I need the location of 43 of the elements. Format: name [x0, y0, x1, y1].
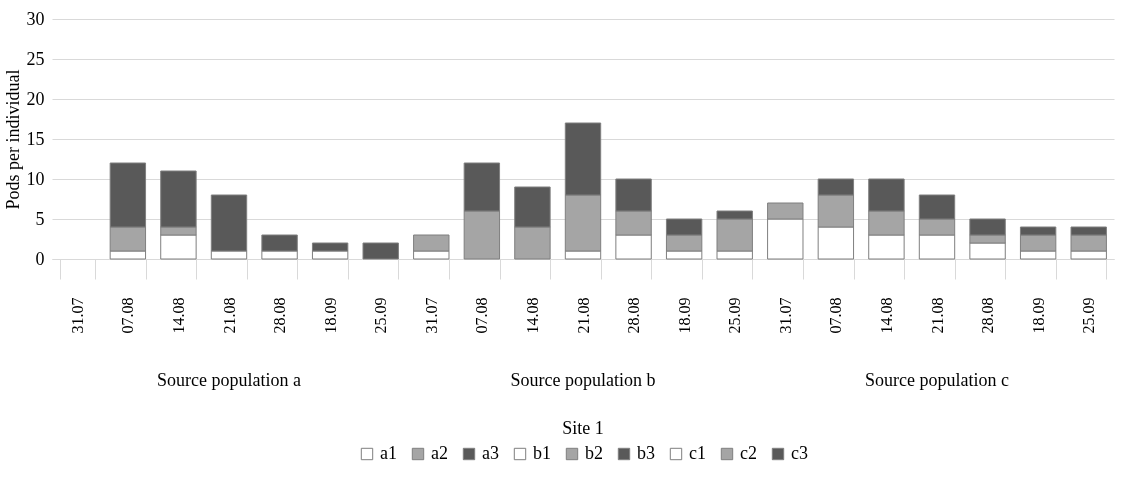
legend-label: b1	[533, 443, 551, 463]
x-tick-label: 31.07	[68, 297, 86, 334]
x-tick-label: 28.08	[271, 297, 289, 334]
x-tick-label: 28.08	[979, 297, 997, 334]
legend-label: a3	[482, 443, 499, 463]
x-tick-label: 07.08	[473, 297, 491, 334]
bar	[362, 242, 399, 260]
x-tick-label: 18.09	[675, 297, 693, 334]
x-tick-label: 07.08	[827, 297, 845, 334]
x-tick-label: 31.07	[776, 297, 794, 334]
x-tick-label: 07.08	[119, 297, 137, 334]
x-tick-label: 28.08	[625, 297, 643, 334]
y-tick-label: 0	[35, 248, 45, 269]
legend-label: a2	[431, 443, 448, 463]
x-tick-label: 14.08	[169, 297, 187, 334]
legend-label: c2	[740, 443, 757, 463]
y-tick-label: 30	[26, 8, 45, 29]
x-tick-label: 25.09	[1080, 297, 1098, 334]
x-tick-label: 25.09	[726, 297, 744, 334]
x-tick-label: 14.08	[877, 297, 895, 334]
x-tick-label: 21.08	[220, 297, 238, 334]
legend-label: b2	[585, 443, 603, 463]
y-tick-label: 10	[26, 168, 45, 189]
y-tick-label: 25	[26, 48, 45, 69]
x-tick-label: 18.09	[1029, 297, 1047, 334]
legend-label: a1	[380, 443, 397, 463]
x-tick-label: 18.09	[321, 297, 339, 334]
x-tick-label: 25.09	[372, 297, 390, 334]
y-tick-label: 20	[26, 88, 45, 109]
legend-label: b3	[637, 443, 655, 463]
source-note: Source population a	[157, 370, 301, 390]
x-tick-label: 14.08	[523, 297, 541, 334]
text: Site 1	[562, 418, 604, 438]
source-note: Source population b	[510, 370, 656, 390]
x-tick-label: 31.07	[422, 297, 440, 334]
y-tick-label: 5	[35, 208, 45, 229]
legend-label: c1	[689, 443, 706, 463]
source-note: Source population c	[865, 370, 1009, 390]
y-axis-title: Pods per individual	[2, 69, 23, 210]
x-tick-label: 21.08	[928, 297, 946, 334]
legend-label: c3	[791, 443, 808, 463]
y-tick-label: 15	[26, 128, 45, 149]
x-tick-label: 21.08	[574, 297, 592, 334]
